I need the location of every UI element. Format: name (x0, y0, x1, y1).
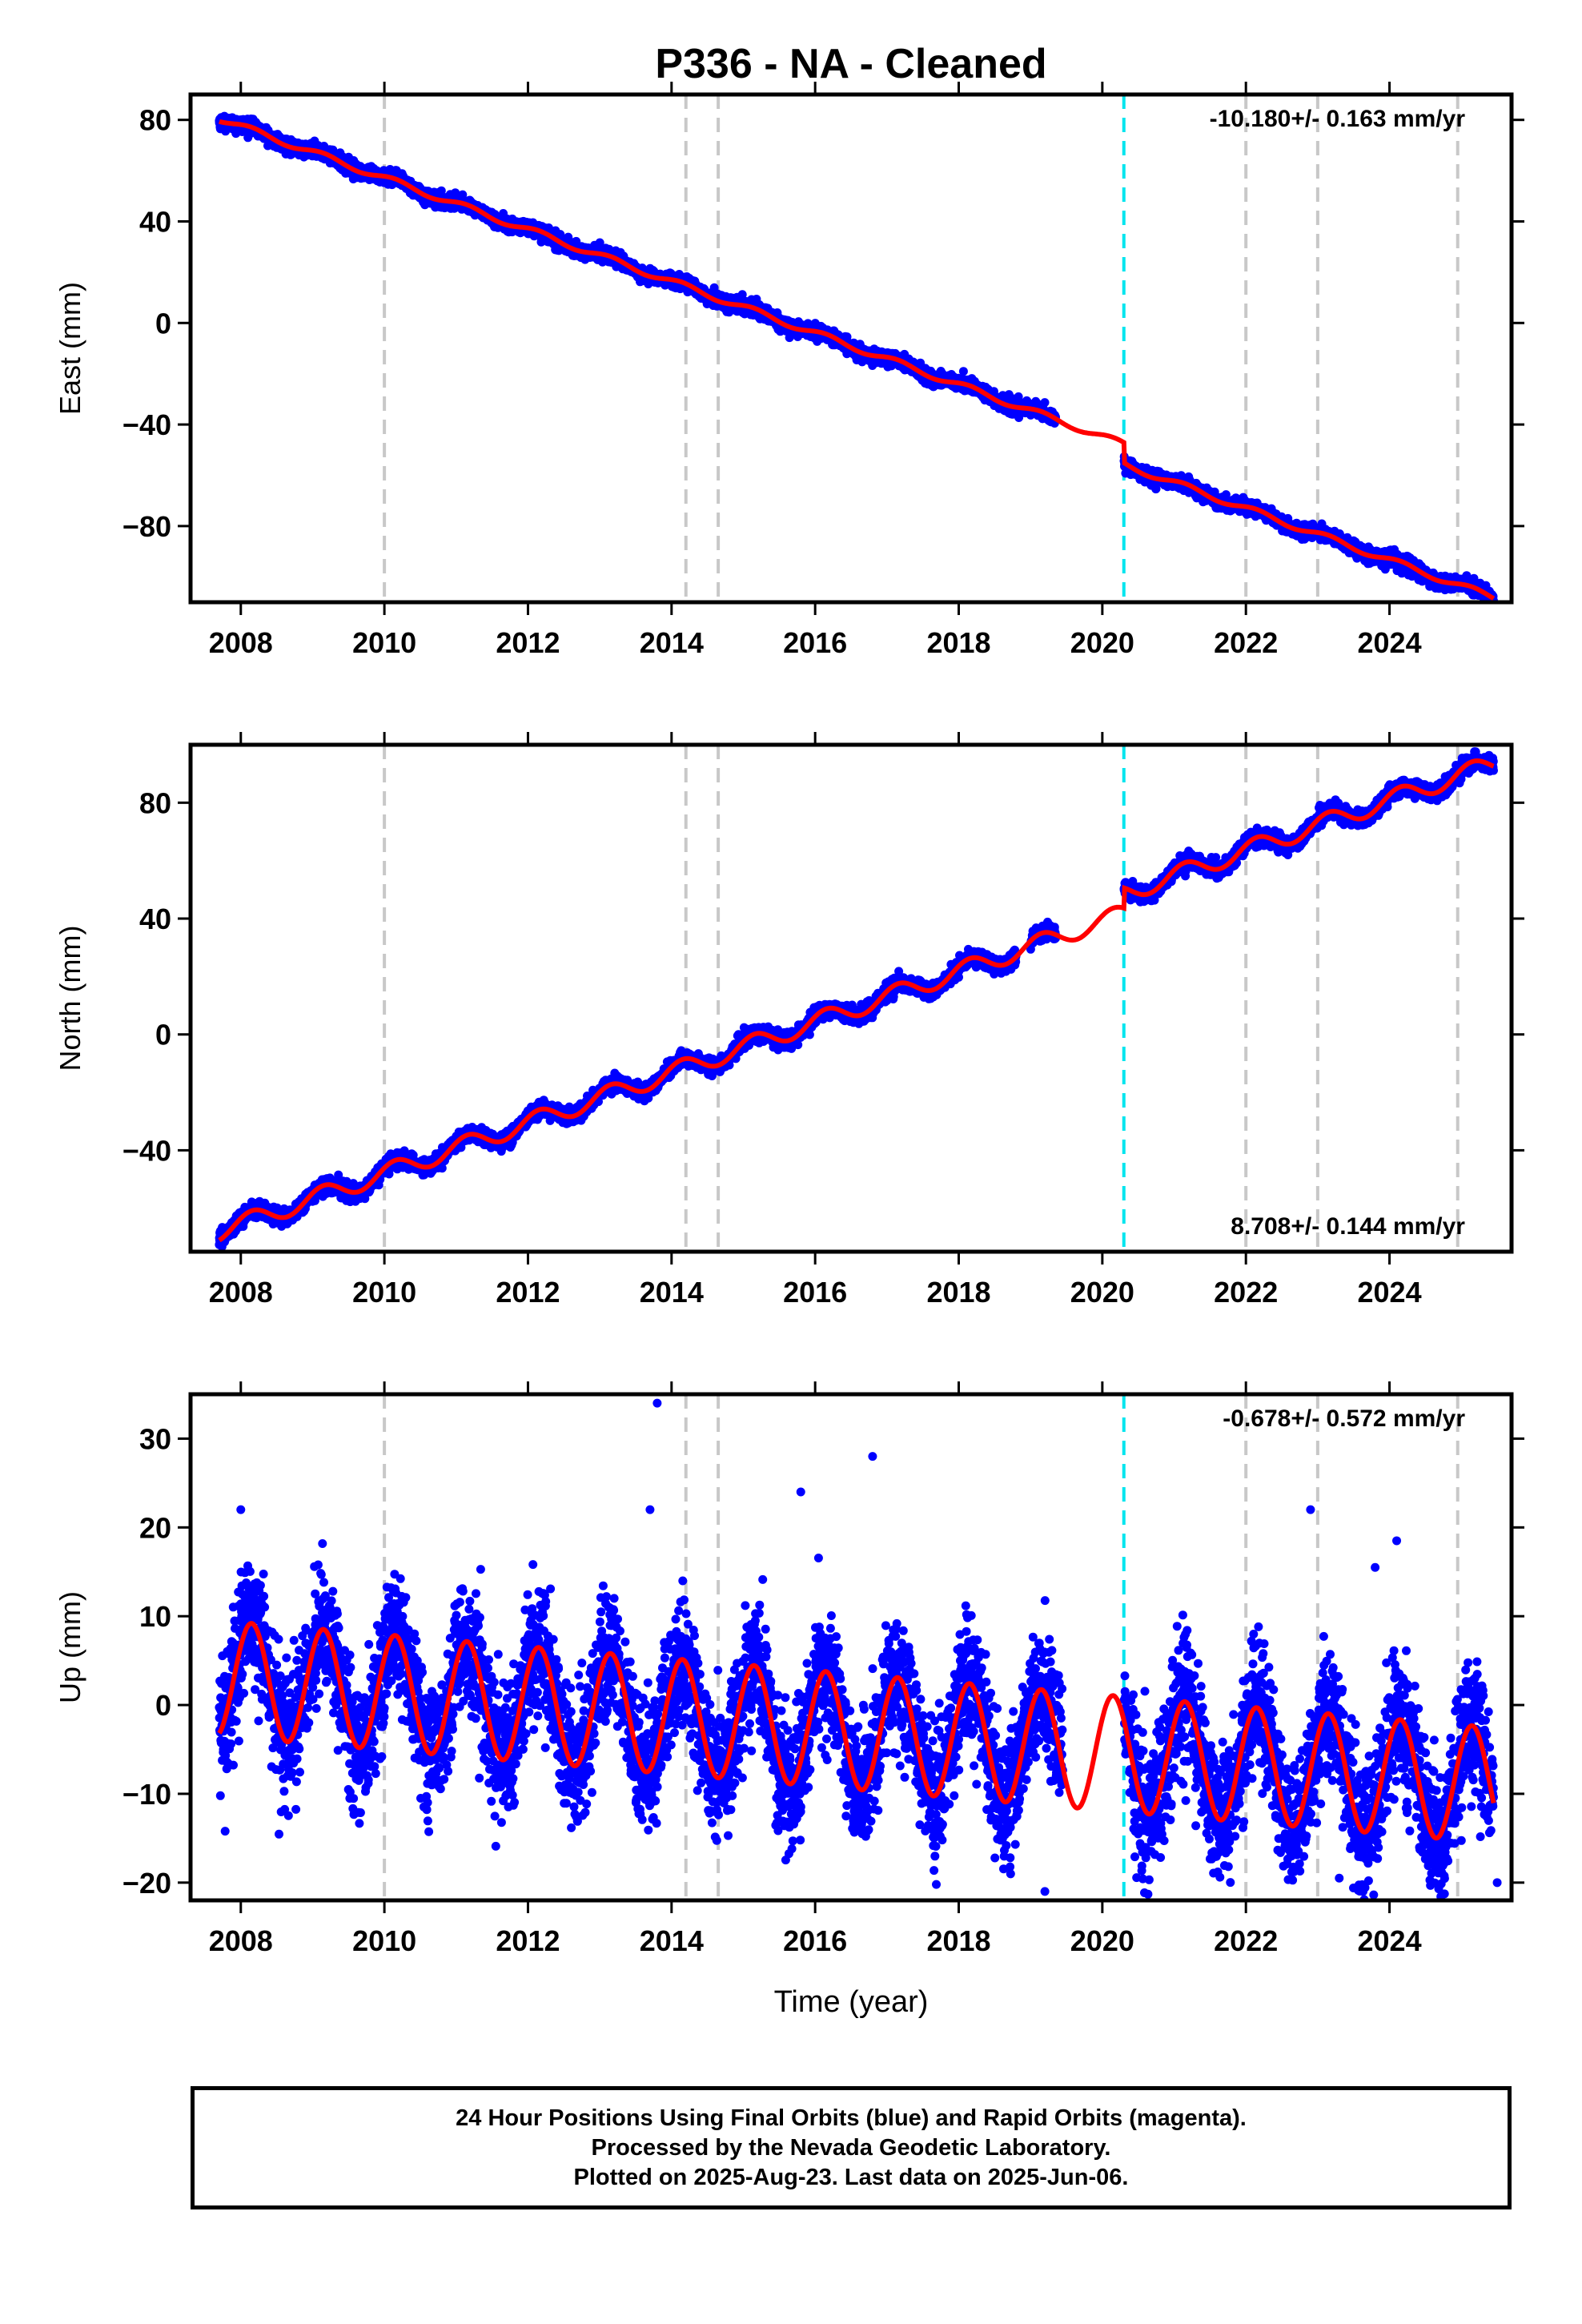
data-point (436, 186, 446, 195)
data-point (1040, 398, 1050, 408)
data-point (737, 290, 747, 300)
figure-title: P336 - NA - Cleaned (655, 41, 1046, 87)
data-point (595, 238, 604, 247)
data-point (958, 367, 968, 376)
